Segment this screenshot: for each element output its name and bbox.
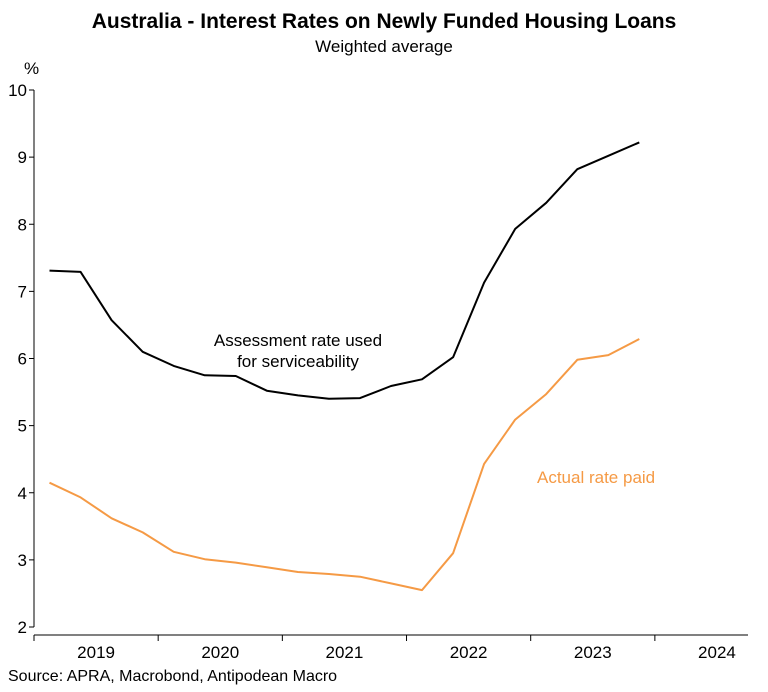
y-tick-label: 8 <box>18 215 27 234</box>
y-tick-label: 5 <box>18 417 27 436</box>
y-tick-label: 4 <box>18 484 27 503</box>
y-tick-label: 3 <box>18 551 27 570</box>
source-note: Source: APRA, Macrobond, Antipodean Macr… <box>8 668 337 685</box>
x-tick-label: 2019 <box>77 643 115 662</box>
series-label-1: Actual rate paid <box>537 468 655 487</box>
x-tick-label: 2020 <box>201 643 239 662</box>
x-tick-label: 2022 <box>450 643 488 662</box>
x-tick-label: 2024 <box>698 643 736 662</box>
y-tick-label: 6 <box>18 350 27 369</box>
series-label-0: Assessment rate used <box>214 331 382 350</box>
series-line-1 <box>49 338 640 592</box>
y-tick-label: 2 <box>18 618 27 637</box>
chart-title: Australia - Interest Rates on Newly Fund… <box>92 10 677 33</box>
axes: 2 3 4 5 6 7 8 9 10 2019 2020 2021 2022 2023 2024 <box>8 81 748 662</box>
series-layer <box>49 141 640 592</box>
y-axis-label: % <box>24 59 39 78</box>
series-label-0: for serviceability <box>237 352 359 371</box>
y-tick-label: 7 <box>18 282 27 301</box>
y-tick-label: 9 <box>18 148 27 167</box>
x-tick-label: 2021 <box>326 643 364 662</box>
x-tick-label: 2023 <box>574 643 612 662</box>
y-tick-label: 10 <box>8 81 27 100</box>
series-line-0 <box>49 141 640 400</box>
chart-subtitle: Weighted average <box>315 37 453 56</box>
series-labels: Assessment rate used for serviceability Ac… <box>214 331 655 487</box>
